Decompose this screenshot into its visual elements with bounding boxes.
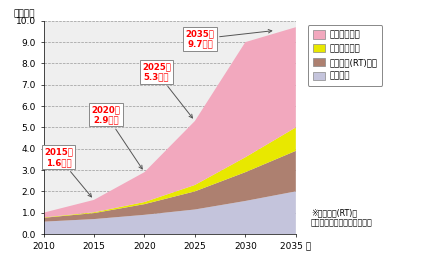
Text: 2035年
9.7兆円: 2035年 9.7兆円	[185, 29, 271, 49]
Legend: サービス分野, 農林水産分野, ロボテク(RT)製品, 製造分野: サービス分野, 農林水産分野, ロボテク(RT)製品, 製造分野	[307, 25, 381, 86]
Text: 2015年
1.6兆円: 2015年 1.6兆円	[44, 147, 91, 197]
Text: 2025年
5.3兆円: 2025年 5.3兆円	[142, 62, 192, 118]
Text: 2020年
2.9兆円: 2020年 2.9兆円	[92, 105, 142, 169]
Text: （兆円）: （兆円）	[13, 10, 35, 19]
Text: ※ロボテク(RT)：
　ロボットテクノロジーの略: ※ロボテク(RT)： ロボットテクノロジーの略	[310, 208, 372, 228]
